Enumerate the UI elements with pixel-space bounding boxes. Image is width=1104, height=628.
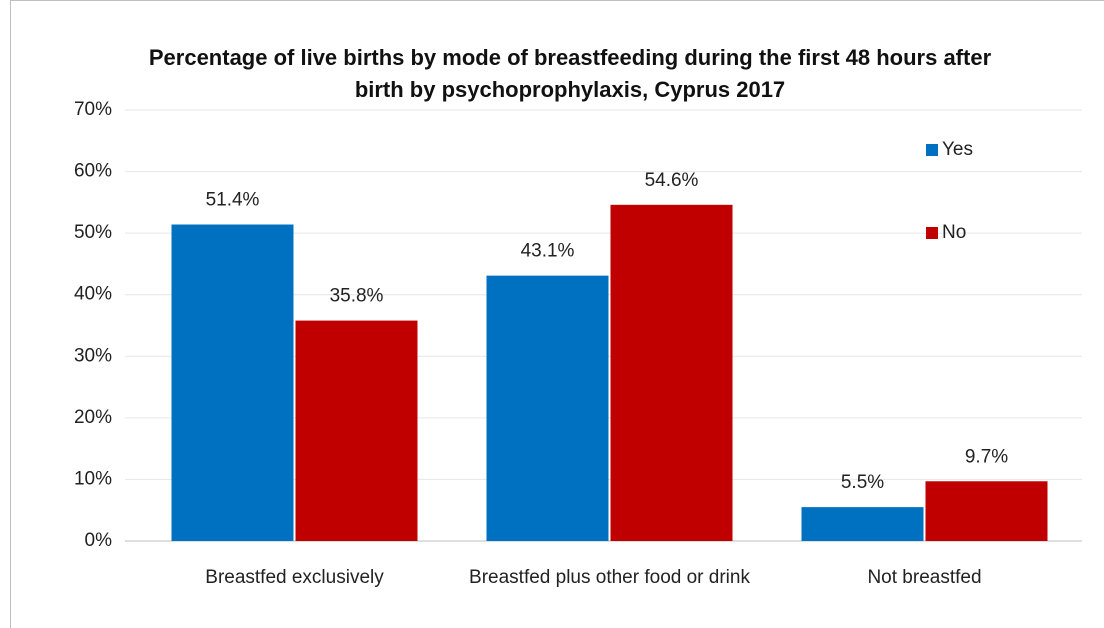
y-tick-label: 40% bbox=[74, 284, 112, 305]
data-label: 54.6% bbox=[645, 170, 699, 191]
chart-title: Percentage of live births by mode of bre… bbox=[148, 45, 992, 102]
bar bbox=[925, 481, 1048, 541]
y-tick-label: 0% bbox=[85, 530, 113, 551]
y-tick-label: 10% bbox=[74, 468, 112, 489]
chart-border bbox=[10, 0, 1104, 628]
data-label: 51.4% bbox=[206, 190, 260, 211]
x-tick-label: Not breastfed bbox=[867, 567, 982, 588]
legend-swatch bbox=[926, 227, 938, 239]
y-tick-label: 30% bbox=[74, 345, 112, 366]
data-label: 35.8% bbox=[330, 286, 384, 307]
legend-label: Yes bbox=[942, 139, 973, 160]
y-tick-label: 20% bbox=[74, 407, 112, 428]
bar bbox=[610, 204, 733, 541]
y-tick-label: 70% bbox=[74, 99, 112, 120]
data-label: 9.7% bbox=[965, 446, 1008, 467]
data-label: 43.1% bbox=[521, 241, 575, 262]
data-label: 5.5% bbox=[841, 472, 884, 493]
bar bbox=[295, 320, 418, 541]
y-tick-label: 50% bbox=[74, 222, 112, 243]
x-tick-label: Breastfed plus other food or drink bbox=[469, 567, 750, 588]
bar bbox=[801, 507, 924, 541]
x-tick-label: Breastfed exclusively bbox=[205, 567, 384, 588]
bar bbox=[171, 224, 294, 541]
legend-label: No bbox=[942, 222, 966, 243]
legend-swatch bbox=[926, 144, 938, 156]
y-tick-label: 60% bbox=[74, 161, 112, 182]
bar bbox=[486, 275, 609, 541]
